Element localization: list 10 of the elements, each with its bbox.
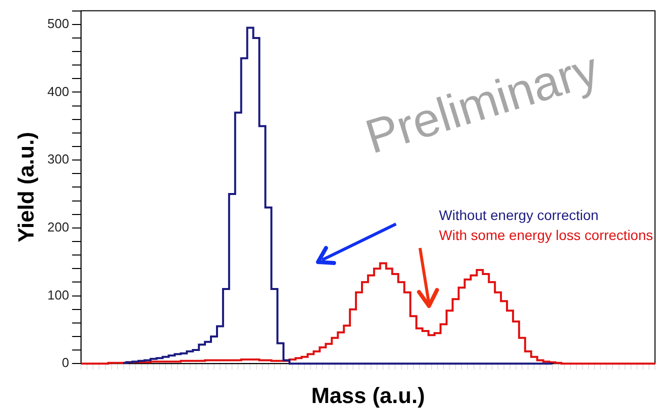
- y-axis-title: Yield (a.u.): [13, 132, 38, 242]
- y-tick-label: 100: [47, 287, 70, 302]
- y-tick-label: 500: [47, 16, 70, 31]
- y-tick-label: 400: [47, 84, 70, 99]
- y-tick-label: 0: [62, 355, 70, 370]
- text: Without energy correction: [439, 206, 600, 225]
- y-tick-label: 300: [47, 152, 70, 167]
- text: With some energy loss corrections: [439, 226, 653, 245]
- x-axis-title: Mass (a.u.): [311, 382, 425, 408]
- y-tick-label: 200: [47, 219, 70, 234]
